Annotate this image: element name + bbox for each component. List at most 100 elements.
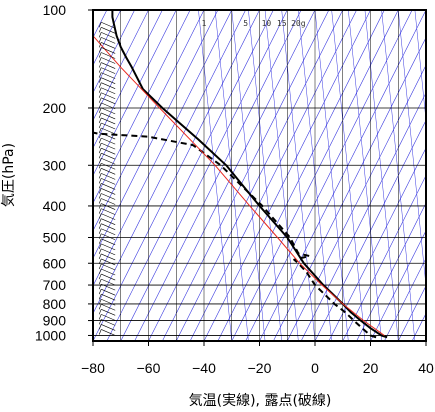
wind-barb	[101, 329, 116, 336]
isotherm-line	[162, 10, 330, 341]
isotherm-line	[273, 36, 426, 341]
y-tick-label: 300	[43, 157, 67, 173]
x-tick-label: −40	[192, 360, 216, 376]
temperature-line	[111, 10, 388, 339]
x-tick-label: −20	[248, 360, 272, 376]
wind-barb	[101, 102, 116, 110]
x-tick-label: −60	[137, 360, 161, 376]
wind-barb	[101, 203, 116, 210]
isotherm-line	[356, 202, 426, 341]
wind-barb-flag	[98, 238, 102, 244]
wind-barbs	[98, 22, 116, 336]
wind-barb-flag	[98, 299, 102, 305]
wind-barb-flag	[98, 329, 102, 335]
wind-barb-flag	[98, 218, 102, 224]
mixing-ratio-line	[264, 10, 299, 341]
isotherm-line	[245, 10, 413, 341]
wind-barb	[101, 27, 116, 34]
wind-barb-flag	[98, 82, 102, 88]
wind-barb-flag	[98, 57, 102, 63]
x-tick-label: −80	[81, 360, 105, 376]
mixing-ratio-labels: 1 5 10 15 20g	[202, 19, 306, 28]
wind-barb-flag	[98, 289, 102, 295]
y-axis-title: 気圧(hPa)	[1, 143, 17, 207]
wind-barb	[101, 288, 116, 296]
wind-barb-flag	[98, 22, 102, 28]
mixing-ratio-line	[331, 10, 366, 341]
wind-barb	[101, 117, 116, 125]
wind-barb-flag	[98, 273, 102, 280]
wind-barb-flag	[98, 208, 102, 214]
wind-barb-flag	[98, 168, 102, 174]
wind-barb-flag	[98, 203, 102, 209]
wind-barb	[101, 92, 116, 100]
y-tick-label: 800	[43, 296, 67, 312]
wind-barb	[101, 283, 116, 291]
wind-barb	[101, 77, 116, 84]
wind-barb	[101, 298, 116, 306]
wind-barb	[101, 263, 116, 271]
isotherm-line	[93, 10, 163, 149]
x-axis-title: 気温(実線), 露点(破線)	[189, 393, 332, 409]
wind-barb-flag	[98, 77, 102, 83]
wind-barb-flag	[98, 258, 102, 265]
y-tick-label: 500	[43, 229, 67, 245]
mixing-ratio-line	[348, 10, 382, 341]
y-tick-label: 200	[43, 100, 67, 116]
wind-barb	[101, 122, 116, 130]
wind-barb	[101, 37, 116, 44]
y-tick-label: 900	[43, 313, 67, 329]
isotherm-line	[300, 92, 426, 341]
wind-barb	[101, 52, 116, 59]
mixing-ratio-label: 15	[277, 19, 287, 28]
wind-barb	[101, 238, 116, 246]
wind-barb	[101, 233, 116, 241]
mixing-ratio-label: 10	[262, 19, 272, 28]
x-tick-label: 40	[418, 360, 434, 376]
wind-barb-flag	[98, 198, 102, 204]
isotherm-line	[93, 10, 246, 315]
x-tick-label: 0	[311, 360, 319, 376]
wind-barb-flag	[98, 163, 102, 169]
wind-barb-flag	[98, 324, 102, 330]
wind-barb	[101, 178, 116, 185]
wind-barb	[101, 97, 116, 105]
wind-barb-flag	[98, 178, 102, 184]
wind-barb	[101, 32, 116, 39]
isotherm-line	[217, 10, 385, 341]
wind-barb	[101, 87, 116, 95]
wind-barb-flag	[98, 132, 102, 139]
isotherm-line	[93, 10, 219, 259]
wind-barb-flag	[98, 243, 102, 249]
wind-barb-flag	[98, 122, 102, 129]
wind-barb	[101, 173, 116, 180]
mixing-ratio-line	[414, 10, 426, 123]
wind-barb-flag	[98, 284, 102, 290]
wind-barb-flag	[98, 42, 102, 48]
mixing-ratio-line	[248, 10, 282, 341]
wind-barb-flag	[98, 309, 102, 315]
wind-barb	[101, 82, 116, 89]
isotherm-line	[328, 147, 426, 341]
wind-barb	[101, 168, 116, 175]
wind-barb-flag	[98, 158, 102, 164]
wind-barb-flag	[98, 47, 102, 53]
wind-barb-flag	[98, 62, 102, 68]
wind-barb-flag	[98, 127, 102, 134]
wind-barb	[101, 47, 116, 54]
wind-barb-flag	[98, 72, 102, 78]
wind-barb	[101, 22, 116, 29]
wind-barb	[101, 132, 116, 140]
wind-barb-flag	[98, 294, 102, 300]
wind-barb	[101, 72, 116, 79]
wind-barb	[101, 243, 116, 251]
wind-barb-flag	[98, 253, 102, 260]
wind-barb	[101, 198, 116, 205]
wind-barb-flag	[98, 183, 102, 189]
wind-barb-flag	[98, 52, 102, 58]
wind-barb	[101, 107, 116, 115]
wind-barb-flag	[98, 27, 102, 33]
wind-barb-flag	[98, 143, 102, 149]
wind-barb	[101, 112, 116, 120]
